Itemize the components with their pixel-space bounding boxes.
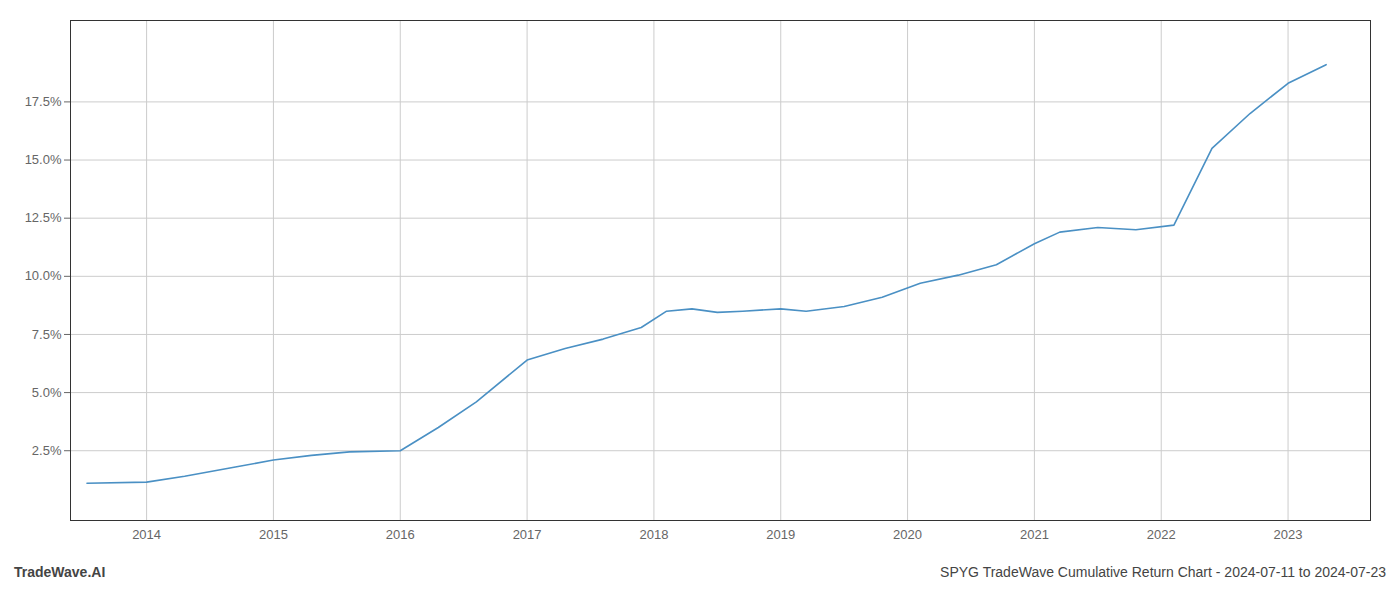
svg-text:15.0%: 15.0% [25,152,62,167]
svg-text:2.5%: 2.5% [32,443,62,458]
svg-text:2022: 2022 [1147,527,1176,542]
html-text:SPYG TradeWave Cumulative Retu: SPYG TradeWave Cumulative Return Chart -… [940,564,1386,580]
svg-text:10.0%: 10.0% [25,268,62,283]
svg-text:17.5%: 17.5% [25,94,62,109]
svg-text:2018: 2018 [639,527,668,542]
svg-text:2016: 2016 [386,527,415,542]
svg-text:5.0%: 5.0% [32,385,62,400]
svg-text:2014: 2014 [132,527,161,542]
svg-text:2017: 2017 [513,527,542,542]
html-text:TradeWave.AI: TradeWave.AI [14,564,106,580]
svg-text:2023: 2023 [1274,527,1303,542]
svg-text:2021: 2021 [1020,527,1049,542]
svg-text:2019: 2019 [766,527,795,542]
svg-text:2020: 2020 [893,527,922,542]
svg-text:12.5%: 12.5% [25,210,62,225]
svg-text:2015: 2015 [259,527,288,542]
svg-text:7.5%: 7.5% [32,327,62,342]
